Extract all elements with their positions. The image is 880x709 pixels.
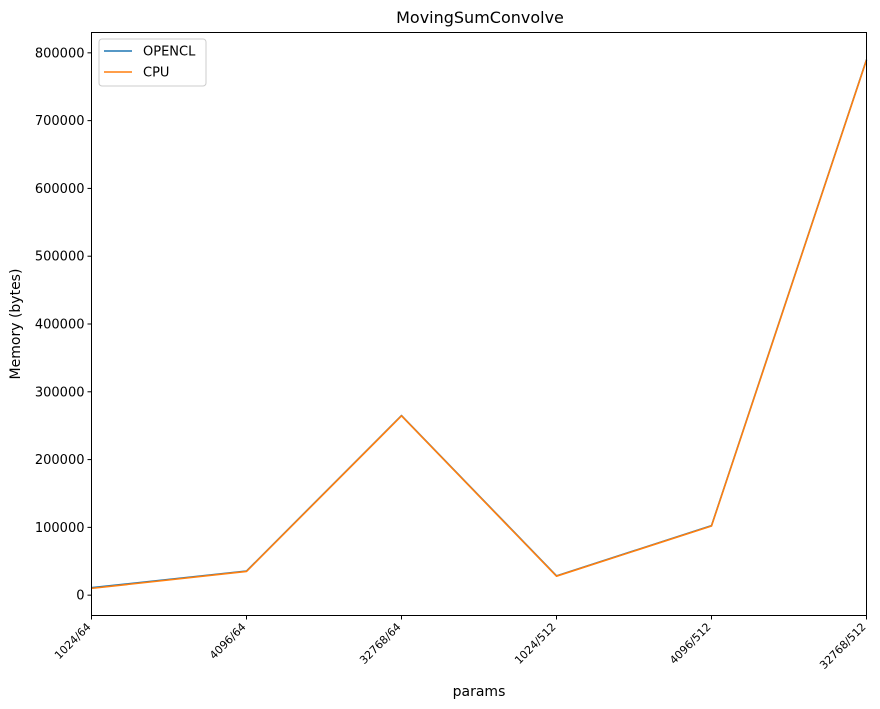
x-tick-label: 4096/512 (667, 620, 713, 666)
x-tick-label: 4096/64 (207, 620, 249, 662)
y-tick-label: 300000 (35, 385, 85, 400)
y-axis-label: Memory (bytes) (8, 269, 24, 380)
y-tick-label: 400000 (35, 318, 85, 333)
y-tick-label: 600000 (35, 182, 85, 197)
y-tick-label: 100000 (35, 521, 85, 536)
series-line-cpu (91, 59, 868, 590)
x-axis: 1024/64 4096/64 32768/64 1024/512 4096/512 32… (52, 615, 869, 672)
x-tick-label: 32768/512 (817, 620, 868, 671)
legend: OPENCL CPU (98, 38, 207, 87)
y-tick-label: 800000 (35, 46, 85, 61)
chart-title: MovingSumConvolve (396, 8, 564, 27)
plot-frame (91, 32, 867, 616)
x-axis-label: params (453, 684, 506, 700)
y-axis: 0 100000 200000 300000 400000 500000 600000 700… (35, 46, 92, 604)
x-tick-label: 1024/64 (52, 620, 94, 662)
series-line-opencl (91, 59, 868, 589)
y-tick-label: 200000 (35, 453, 85, 468)
y-tick-label: 700000 (35, 114, 85, 129)
y-tick-label: 500000 (35, 250, 85, 265)
plot-area (91, 59, 868, 590)
x-tick-label: 1024/512 (512, 620, 558, 666)
x-tick-label: 32768/64 (357, 620, 403, 666)
legend-label: CPU (143, 66, 169, 81)
y-tick-label: 0 (76, 589, 84, 604)
legend-label: OPENCL (143, 45, 196, 60)
